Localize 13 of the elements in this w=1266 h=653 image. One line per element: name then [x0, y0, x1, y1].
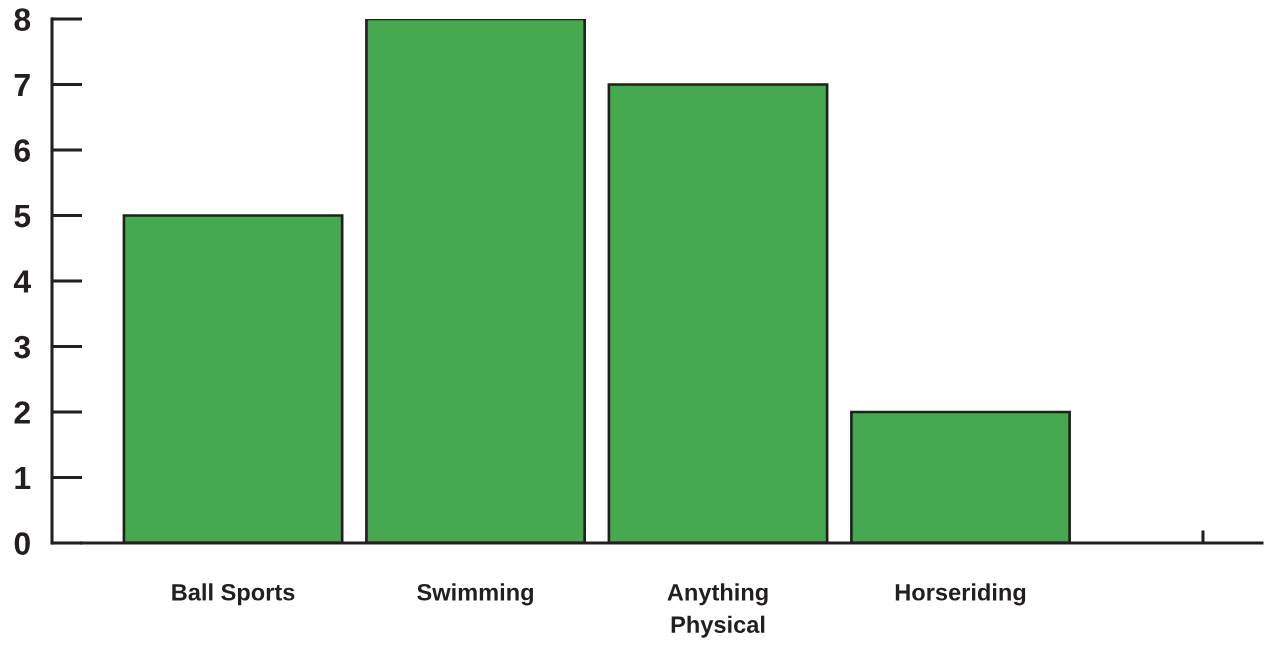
y-tick-label: 1	[15, 467, 31, 490]
y-tick-label: 0	[14, 532, 30, 555]
y-tick-label: 6	[14, 139, 31, 162]
x-tick-label: Anything Physical	[667, 583, 768, 638]
y-tick-label: 5	[14, 205, 31, 228]
y-tick-label: 2	[14, 401, 30, 424]
x-tick-label: Ball Sports	[172, 583, 295, 606]
x-tick-label: Swimming	[417, 583, 533, 606]
x-tick-label: Horseriding	[895, 583, 1026, 606]
y-tick-label: 4	[13, 270, 31, 293]
y-tick-label: 8	[14, 8, 31, 31]
y-tick-label: 7	[14, 74, 30, 97]
y-tick-label: 3	[14, 335, 31, 359]
